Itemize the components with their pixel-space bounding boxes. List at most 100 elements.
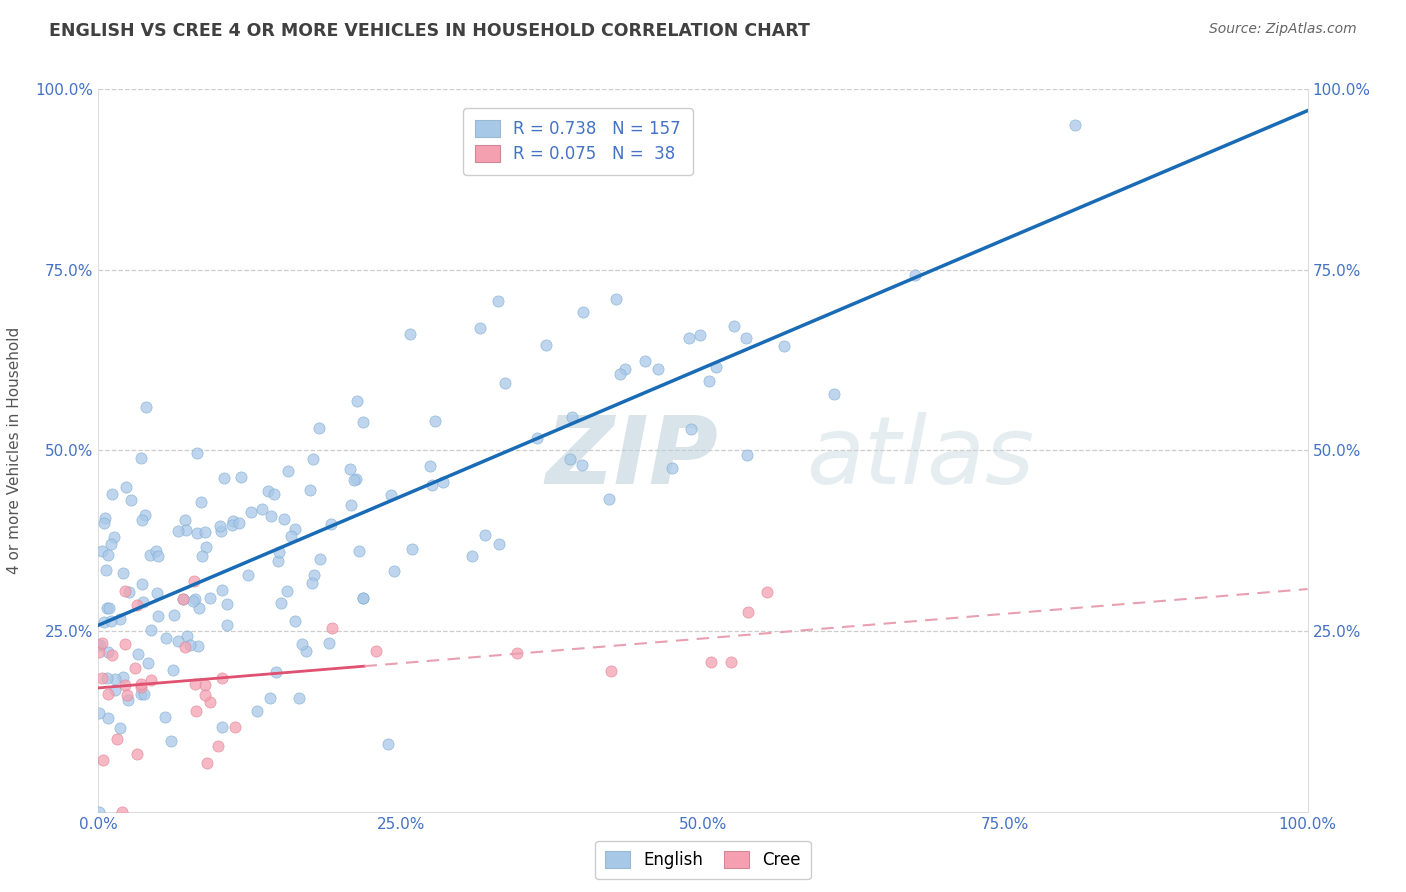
Point (101, 487, 124, 501)
Point (321, 621, 343, 635)
Point (470, 321, 492, 335)
Point (125, 598, 148, 612)
Point (162, 663, 184, 677)
Point (420, 477, 443, 491)
Point (131, 577, 153, 591)
Point (598, 492, 620, 507)
Point (184, 592, 207, 607)
Point (97, 548, 120, 562)
Point (558, 451, 581, 466)
Point (155, 631, 177, 645)
Point (679, 422, 702, 436)
Text: ZIP: ZIP (546, 412, 718, 504)
Point (399, 327, 422, 342)
Point (571, 458, 593, 473)
Point (127, 647, 149, 661)
Point (903, 268, 925, 283)
Point (344, 472, 367, 486)
Point (111, 670, 134, 684)
Point (129, 680, 152, 694)
Point (94, 510, 117, 524)
Point (276, 583, 298, 598)
Point (756, 585, 779, 599)
Point (377, 738, 399, 752)
Point (112, 566, 135, 581)
Point (191, 549, 214, 564)
Point (224, 720, 246, 734)
Point (120, 492, 142, 507)
Point (166, 634, 188, 648)
Point (343, 473, 366, 487)
Point (212, 471, 235, 485)
Point (352, 591, 374, 605)
Point (340, 498, 363, 512)
Point (229, 469, 252, 483)
Point (195, 756, 218, 771)
Point (163, 608, 186, 623)
Point (211, 582, 233, 597)
Point (105, 732, 128, 747)
Point (176, 523, 198, 537)
Point (384, 564, 406, 578)
Point (129, 687, 152, 701)
Point (735, 448, 758, 462)
Point (131, 513, 153, 527)
Point (87, 706, 110, 720)
Point (308, 420, 330, 434)
Point (129, 450, 152, 465)
Point (172, 592, 194, 607)
Point (117, 688, 139, 702)
Point (263, 487, 285, 501)
Point (172, 592, 194, 607)
Point (179, 638, 201, 652)
Point (339, 462, 361, 476)
Point (678, 331, 700, 345)
Point (534, 338, 557, 352)
Point (309, 552, 332, 566)
Point (132, 687, 155, 701)
Point (260, 508, 283, 523)
Point (488, 537, 510, 551)
Point (114, 637, 136, 651)
Point (114, 584, 136, 599)
Point (380, 488, 402, 502)
Point (347, 544, 370, 558)
Point (270, 596, 292, 610)
Point (432, 475, 454, 489)
Point (366, 644, 388, 658)
Point (346, 394, 368, 409)
Point (288, 691, 311, 706)
Point (735, 331, 758, 345)
Point (139, 673, 162, 687)
Point (184, 677, 207, 691)
Point (302, 568, 325, 582)
Point (117, 693, 139, 707)
Point (1064, 119, 1087, 133)
Point (319, 517, 342, 532)
Point (494, 376, 516, 390)
Point (352, 591, 374, 606)
Point (115, 481, 138, 495)
Y-axis label: 4 or more Vehicles in Household: 4 or more Vehicles in Household (7, 326, 21, 574)
Point (194, 678, 217, 692)
Point (221, 514, 243, 528)
Point (176, 629, 198, 643)
Point (474, 528, 496, 542)
Point (264, 665, 287, 679)
Point (108, 612, 131, 626)
Point (193, 525, 215, 540)
Point (291, 637, 314, 651)
Point (700, 655, 723, 669)
Point (572, 305, 595, 319)
Point (146, 549, 169, 563)
Point (277, 464, 299, 478)
Point (267, 554, 290, 568)
Legend: R = 0.738   N = 157, R = 0.075   N =  38: R = 0.738 N = 157, R = 0.075 N = 38 (464, 108, 693, 175)
Point (246, 704, 269, 718)
Point (647, 362, 669, 376)
Point (146, 609, 169, 624)
Point (318, 635, 340, 649)
Point (97, 711, 120, 725)
Point (187, 639, 209, 653)
Point (301, 576, 323, 591)
